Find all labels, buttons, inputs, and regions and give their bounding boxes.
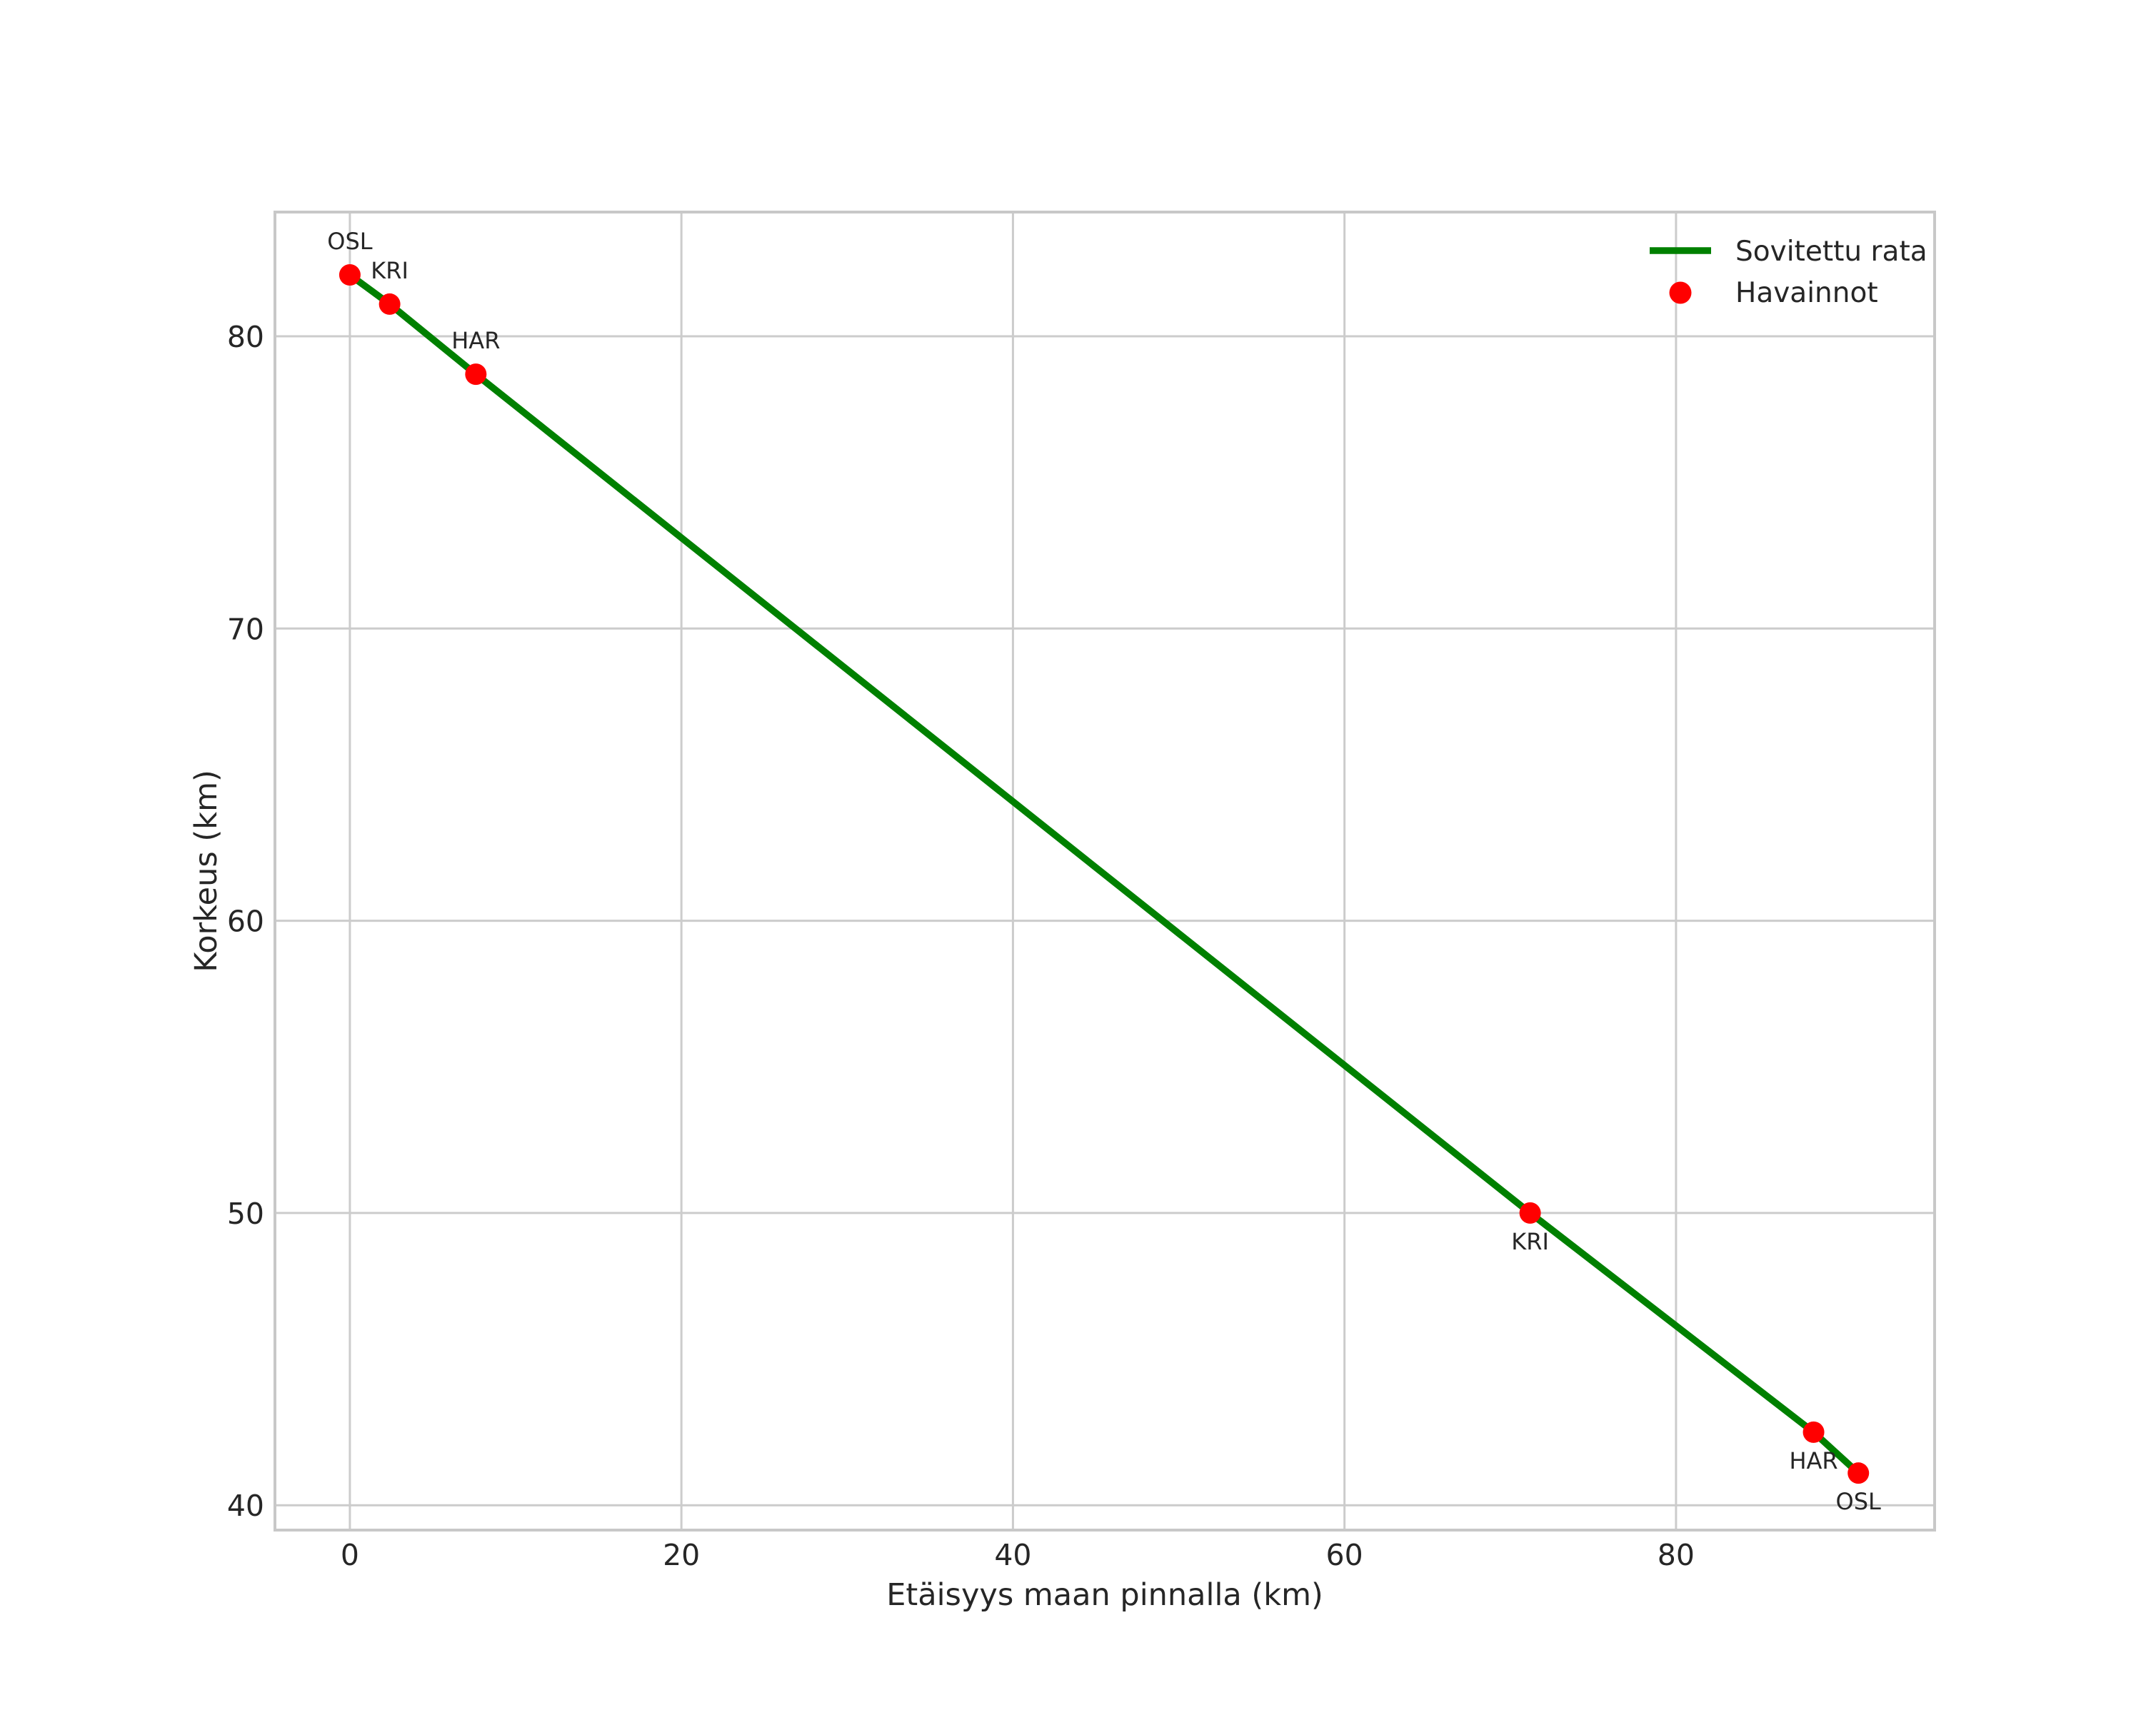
station-label-kri: KRI	[1511, 1228, 1549, 1255]
station-label-har: HAR	[1789, 1447, 1837, 1474]
legend-label-observations: Havainnot	[1735, 277, 1878, 309]
station-label-osl: OSL	[327, 228, 373, 255]
observation-point-kri	[378, 293, 401, 315]
observation-point-osl	[1847, 1462, 1870, 1484]
y-tick-label-40: 40	[227, 1489, 264, 1523]
station-label-kri: KRI	[371, 257, 408, 284]
observation-point-har	[465, 363, 487, 386]
x-tick-label-60: 60	[1326, 1538, 1363, 1572]
tick-labels: 0 20 40 60 80 40 50 60 70 80	[227, 320, 1695, 1572]
x-tick-label-0: 0	[341, 1538, 359, 1572]
series-layer	[339, 264, 1870, 1484]
x-tick-label-40: 40	[994, 1538, 1031, 1572]
y-tick-label-50: 50	[227, 1197, 264, 1231]
observation-point-har	[1802, 1421, 1825, 1443]
y-tick-label-80: 80	[227, 320, 264, 354]
station-label-har: HAR	[451, 327, 500, 354]
grid	[275, 212, 1935, 1530]
x-tick-label-20: 20	[663, 1538, 700, 1572]
x-tick-label-80: 80	[1658, 1538, 1695, 1572]
plot-border	[274, 211, 1936, 1532]
legend: Sovitettu rata Havainnot	[1650, 236, 1927, 309]
y-axis-label: Korkeus (km)	[189, 770, 224, 972]
x-axis-label: Etäisyys maan pinnalla (km)	[886, 1577, 1323, 1613]
observation-point-kri	[1519, 1202, 1541, 1224]
y-tick-label-70: 70	[227, 612, 264, 646]
legend-label-fitted-line: Sovitettu rata	[1735, 236, 1927, 268]
y-tick-label-60: 60	[227, 905, 264, 939]
observation-point-osl	[339, 264, 361, 286]
legend-dot-swatch	[1669, 281, 1692, 304]
station-label-osl: OSL	[1836, 1488, 1882, 1515]
